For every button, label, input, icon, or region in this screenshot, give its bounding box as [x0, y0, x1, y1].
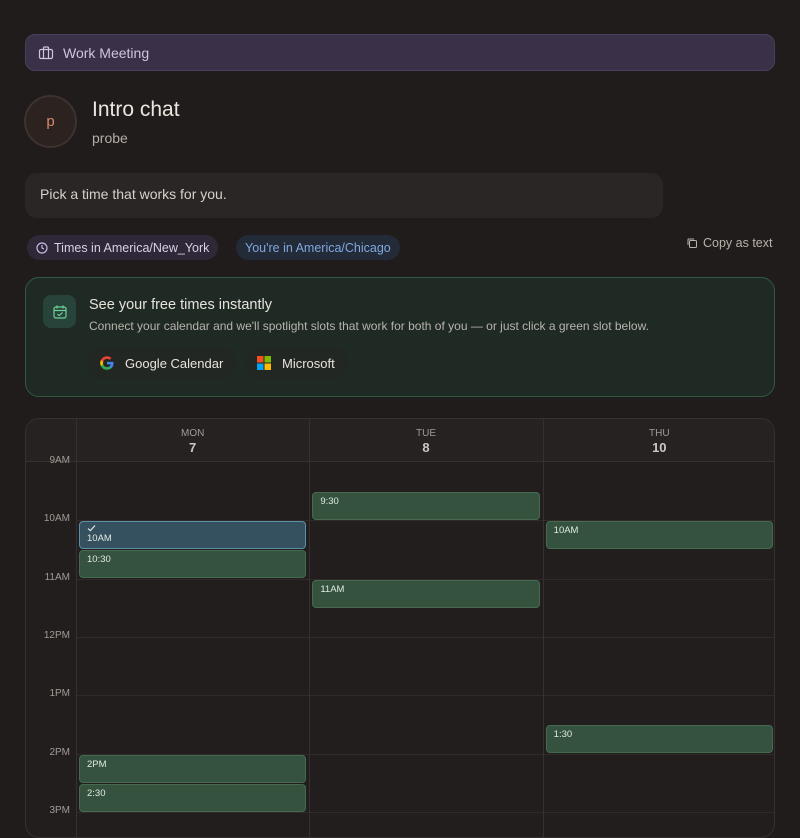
time-slot[interactable]: 2PM [79, 754, 307, 783]
hour-label: 1PM [49, 688, 70, 700]
message: Pick a time that works for you. [25, 173, 663, 218]
prompt-title: See your free times instantly [89, 297, 272, 313]
meeting-type: Work Meeting [63, 44, 150, 61]
hour-line [76, 695, 774, 697]
hour-line [76, 578, 774, 580]
clock-icon [36, 241, 48, 254]
slot-label: 2PM [87, 758, 107, 770]
page: {"meeting_type": "Work Meeting", "event"… [24, 34, 775, 838]
calendar-icon [43, 295, 76, 328]
timezone-label: Times in America/New_York [54, 240, 210, 255]
weekday: MON [180, 428, 205, 439]
hour-label: 2PM [49, 746, 70, 758]
time-slot[interactable]: 10:30 [79, 550, 307, 579]
header-row [26, 419, 774, 462]
hour-label: 9AM [49, 455, 70, 466]
slot-label: 10AM [87, 533, 112, 545]
date: 8 [422, 440, 430, 455]
time-slot[interactable]: 10AM [545, 521, 773, 550]
time-slot[interactable]: 1:30 [545, 725, 773, 754]
slot-label: 10AM [553, 525, 579, 537]
meeting-type-banner: Work Meeting [25, 34, 775, 71]
check-icon [87, 525, 96, 532]
google-icon [100, 356, 114, 370]
google-calendar-button[interactable]: Google Calendar [88, 347, 238, 379]
local-timezone-pill[interactable]: You're in America/Chicago [236, 235, 400, 260]
weekday: THU [649, 428, 670, 439]
date: 10 [652, 440, 667, 455]
time-slot[interactable]: 10AM [79, 521, 307, 550]
microsoft-label: Microsoft [282, 355, 335, 371]
hour-label: 3PM [49, 804, 70, 816]
time-slot[interactable]: 2:30 [79, 783, 307, 812]
calendar-prompt [25, 277, 775, 397]
hour-label: 12PM [43, 629, 70, 641]
copy-label: Copy as text [703, 236, 773, 250]
day-divider [309, 419, 311, 837]
day-divider [76, 419, 77, 837]
timezone-pill[interactable]: Times in America/New_York [27, 235, 219, 260]
slot-label: 10:30 [87, 554, 111, 566]
local-timezone-label: You're in America/Chicago [245, 240, 391, 255]
slot-label: 11AM [320, 583, 345, 595]
schedule-grid: 9AM 10AM 11AM 12PM 1PM 2PM 3PM MON 7 10AM 10:30 2PM… [25, 418, 775, 838]
briefcase-icon [38, 45, 54, 59]
prompt-subtitle: Connect your calendar and we'll spotligh… [89, 319, 649, 333]
hour-line [76, 753, 774, 755]
weekday: TUE [415, 428, 436, 439]
hour-line [76, 520, 774, 522]
hour-label: 11AM [44, 571, 70, 583]
event-title: Intro chat [92, 98, 180, 121]
date: 7 [189, 440, 197, 455]
microsoft-icon [257, 356, 271, 370]
microsoft-button[interactable]: Microsoft [245, 347, 349, 379]
slot-label: 1:30 [553, 729, 573, 741]
avatar: p [24, 95, 77, 148]
copy-icon [687, 238, 697, 248]
hour-line [76, 636, 774, 638]
hour-label: 10AM [43, 513, 70, 525]
slot-label: 2:30 [87, 787, 106, 799]
host-name: probe [92, 130, 128, 146]
time-slot[interactable]: 9:30 [312, 492, 540, 521]
avatar-initial: p [46, 113, 55, 130]
day-divider [542, 419, 544, 837]
google-label: Google Calendar [125, 355, 224, 371]
copy-button[interactable]: Copy as text [686, 235, 772, 251]
slot-label: 9:30 [320, 496, 339, 508]
time-slot[interactable]: 11AM [312, 579, 540, 608]
